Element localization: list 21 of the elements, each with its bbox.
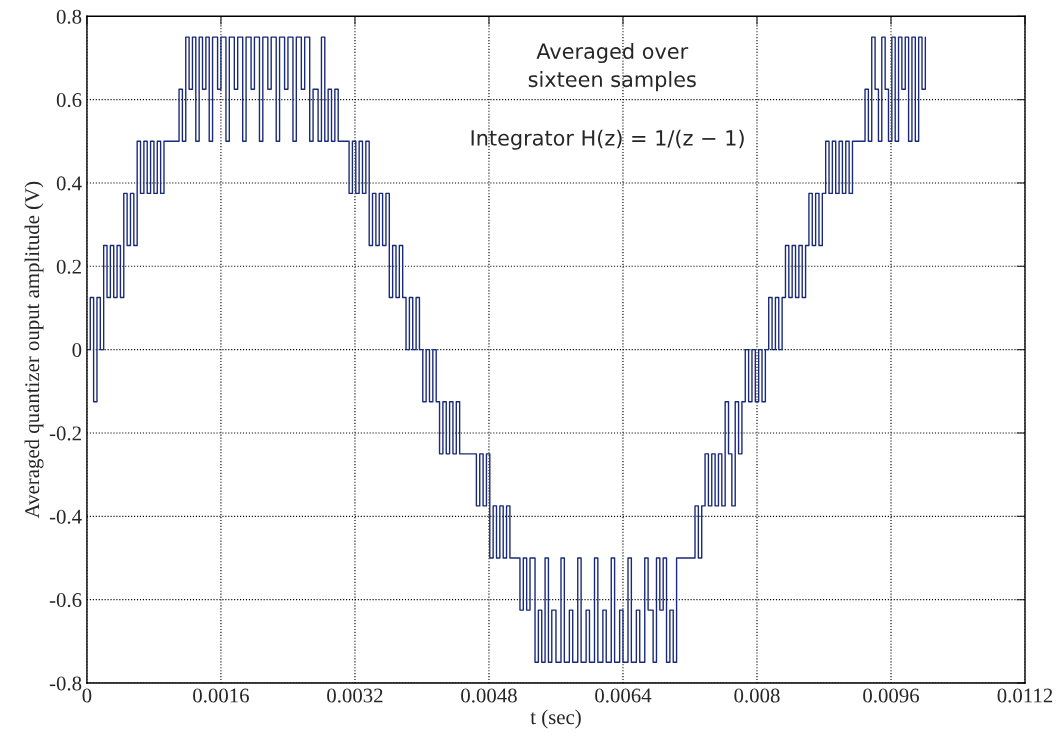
y-tick-label: 0.8 (56, 9, 82, 24)
x-axis-title: t (sec) (530, 709, 581, 729)
x-tick-label: 0 (82, 688, 92, 703)
y-tick-label: 0.6 (56, 93, 82, 108)
y-tick-label: 0.2 (56, 259, 81, 274)
x-tick-label: 0.0016 (193, 688, 249, 703)
y-tick-label: -0.2 (49, 426, 81, 441)
x-tick-label: 0.0032 (327, 688, 383, 703)
x-tick-label: 0.0112 (997, 688, 1053, 703)
y-tick-label: -0.6 (49, 593, 82, 608)
y-tick-label: 0.4 (56, 176, 82, 191)
annotation: Integrator H(z) = 1/(z − 1) (471, 129, 744, 150)
x-tick-label: 0.0064 (595, 688, 652, 703)
x-tick-label: 0.0096 (863, 688, 920, 703)
y-axis-title: Averaged quantizer ouput amplitude (V) (24, 181, 44, 519)
x-tick-label: 0.0048 (461, 688, 517, 703)
annotation: Averaged over sixteen samples (528, 42, 696, 92)
y-tick-label: -0.8 (49, 676, 82, 691)
y-tick-label: 0 (72, 343, 82, 358)
x-tick-label: 0.008 (734, 688, 780, 703)
y-tick-label: -0.4 (49, 509, 82, 524)
